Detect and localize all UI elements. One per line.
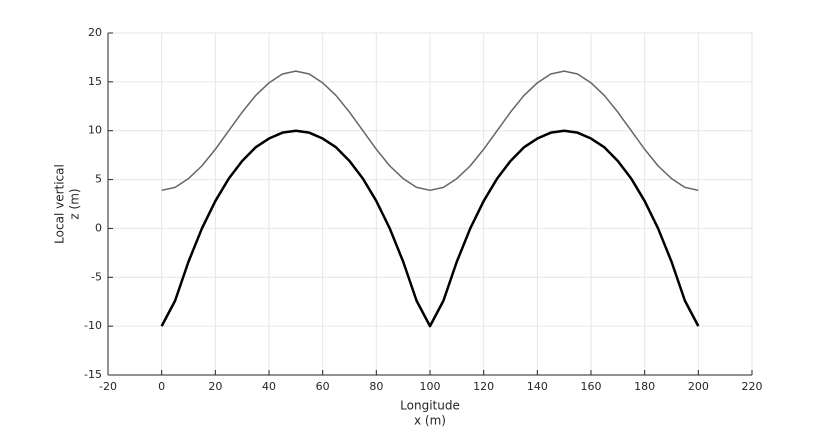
- x-axis-label: Longitude: [400, 399, 460, 413]
- x-tick-label: 160: [581, 380, 602, 393]
- y-tick-label: 0: [95, 221, 102, 234]
- x-tick-label: 120: [473, 380, 494, 393]
- y-axis-label: z (m): [68, 188, 82, 219]
- y-tick-label: -15: [84, 368, 102, 381]
- x-tick-label: 40: [262, 380, 276, 393]
- x-axis-label: x (m): [414, 414, 446, 428]
- x-tick-label: 140: [527, 380, 548, 393]
- x-tick-label: 20: [208, 380, 222, 393]
- line-series: [161, 70, 699, 192]
- y-tick-label: 15: [88, 75, 102, 88]
- x-tick-label: 200: [688, 380, 709, 393]
- y-tick-label: 10: [88, 124, 102, 137]
- line-series: [160, 129, 700, 328]
- y-axis-label: Local vertical: [53, 164, 67, 244]
- y-tick-label: -10: [84, 319, 102, 332]
- x-tick-label: 80: [369, 380, 383, 393]
- x-tick-label: 220: [742, 380, 763, 393]
- x-tick-label: 0: [158, 380, 165, 393]
- x-tick-label: 180: [634, 380, 655, 393]
- x-tick-label: 60: [316, 380, 330, 393]
- y-tick-label: 5: [95, 173, 102, 186]
- y-tick-label: -5: [91, 270, 102, 283]
- y-tick-label: 20: [88, 26, 102, 39]
- x-tick-label: -20: [99, 380, 117, 393]
- x-tick-label: 100: [420, 380, 441, 393]
